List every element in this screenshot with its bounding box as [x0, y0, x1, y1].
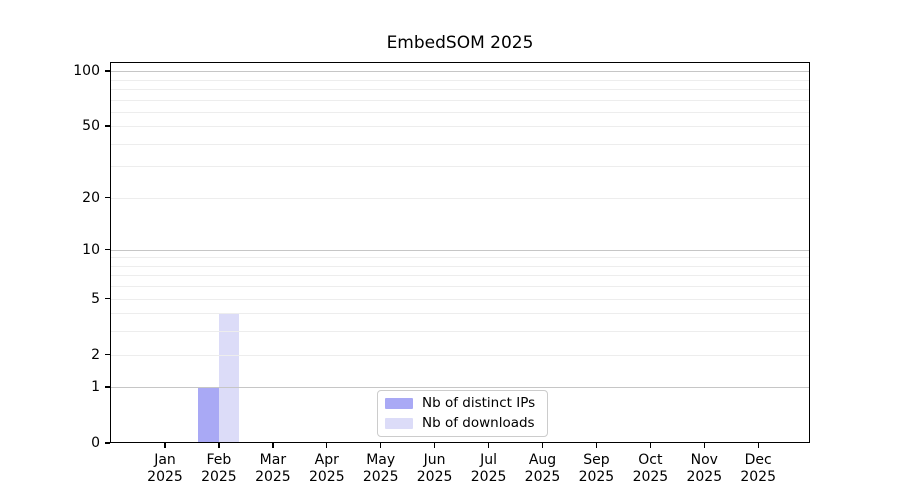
gridline-minor — [111, 166, 809, 168]
gridline-minor — [111, 79, 809, 81]
y-tick — [105, 297, 110, 300]
legend: Nb of distinct IPs Nb of downloads — [377, 390, 549, 437]
x-tick-label: Aug 2025 — [515, 452, 571, 485]
y-tick-label: 100 — [73, 63, 100, 79]
x-tick-year: 2025 — [201, 468, 237, 485]
x-tick-label: Nov 2025 — [676, 452, 732, 485]
legend-swatch-distinct-ips-icon — [385, 398, 413, 409]
x-tick-label: May 2025 — [353, 452, 409, 485]
gridline-minor — [111, 331, 809, 333]
x-tick-month: Aug — [528, 452, 557, 468]
gridline-major — [111, 387, 809, 389]
x-tick — [757, 443, 759, 448]
y-tick — [105, 125, 110, 127]
x-tick-label: Apr 2025 — [299, 452, 355, 485]
gridline-minor — [111, 275, 809, 277]
bar-nb-of-downloads — [218, 313, 240, 443]
x-tick-label: Mar 2025 — [245, 452, 301, 485]
y-tick-label: 2 — [91, 346, 100, 363]
x-tick — [649, 443, 652, 448]
x-tick-year: 2025 — [524, 468, 561, 485]
x-tick-year: 2025 — [416, 468, 453, 485]
gridline-minor — [111, 257, 809, 259]
gridline-minor — [111, 286, 809, 288]
y-tick — [105, 442, 110, 444]
y-tick — [105, 386, 110, 388]
gridline-minor — [111, 99, 809, 101]
x-tick-label: Feb 2025 — [191, 452, 247, 485]
x-tick-month: May — [366, 452, 396, 468]
x-tick-month: Jul — [480, 452, 498, 468]
gridline-minor — [111, 265, 809, 267]
legend-swatch-downloads-icon — [385, 418, 413, 429]
x-tick-year: 2025 — [362, 468, 399, 485]
x-tick-year: 2025 — [740, 468, 776, 485]
x-tick — [272, 443, 274, 448]
x-tick-month: Mar — [259, 452, 287, 468]
x-tick-year: 2025 — [578, 468, 615, 485]
chart-title: EmbedSOM 2025 — [386, 33, 534, 53]
x-tick — [595, 443, 598, 448]
x-tick-month: Jun — [423, 452, 446, 468]
y-tick-label: 0 — [91, 435, 100, 451]
gridline-minor — [111, 111, 809, 113]
x-tick-label: Sep 2025 — [568, 452, 624, 485]
y-tick-label: 50 — [82, 118, 100, 135]
x-tick-month: Jan — [154, 452, 176, 468]
x-tick-label: Dec 2025 — [730, 452, 786, 485]
x-tick-month: Dec — [744, 452, 772, 468]
x-tick — [433, 443, 436, 448]
x-tick-year: 2025 — [255, 468, 291, 485]
y-tick — [105, 70, 110, 72]
gridline-minor — [111, 143, 809, 145]
gridline-minor — [111, 313, 809, 315]
legend-item-distinct-ips: Nb of distinct IPs — [385, 395, 536, 411]
x-tick-year: 2025 — [147, 468, 183, 485]
y-tick — [105, 249, 110, 251]
x-tick-year: 2025 — [470, 468, 507, 485]
plot-area — [110, 62, 810, 443]
y-tick-label: 10 — [82, 241, 100, 258]
x-tick-month: Sep — [583, 452, 610, 468]
y-tick — [105, 196, 110, 199]
x-tick — [703, 443, 705, 448]
gridline-major — [111, 249, 809, 251]
x-tick-label: Jun 2025 — [407, 452, 463, 485]
y-tick-label: 1 — [91, 379, 100, 396]
x-tick-label: Oct 2025 — [622, 452, 678, 485]
x-tick-year: 2025 — [308, 468, 345, 485]
x-tick-year: 2025 — [632, 468, 669, 485]
x-tick-month: Oct — [638, 452, 663, 468]
x-tick-label: Jul 2025 — [461, 452, 517, 485]
x-tick-month: Feb — [206, 452, 232, 468]
x-tick — [380, 443, 382, 448]
legend-item-downloads: Nb of downloads — [385, 415, 535, 431]
x-tick-label: Jan 2025 — [137, 452, 193, 485]
gridline-minor — [111, 197, 809, 199]
gridline-minor — [111, 298, 809, 300]
y-tick — [105, 353, 110, 356]
x-tick — [541, 443, 544, 448]
x-tick — [164, 443, 166, 448]
bar-nb-of-distinct-ips — [198, 387, 219, 443]
y-tick-label: 5 — [91, 290, 100, 307]
gridline-minor — [111, 126, 809, 128]
x-tick-month: Apr — [314, 452, 339, 468]
y-tick-label: 20 — [82, 189, 100, 206]
x-tick — [326, 443, 328, 448]
x-tick-year: 2025 — [686, 468, 723, 485]
x-tick-month: Nov — [690, 452, 718, 468]
legend-label-downloads: Nb of downloads — [422, 415, 535, 431]
gridline-minor — [111, 354, 809, 356]
legend-label-distinct-ips: Nb of distinct IPs — [422, 395, 536, 411]
x-tick — [487, 443, 490, 448]
gridline-minor — [111, 88, 809, 90]
x-tick — [218, 443, 220, 448]
gridline-major — [111, 71, 809, 72]
